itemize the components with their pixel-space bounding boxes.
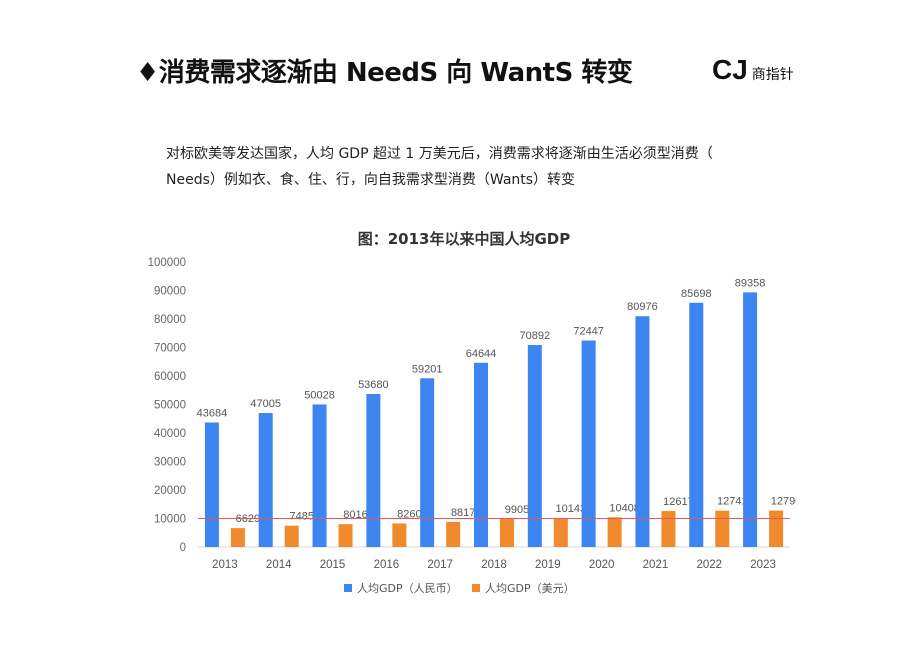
data-label-usd: 10143	[556, 503, 587, 515]
bar-rmb	[689, 302, 704, 547]
chart-card: 图：2013年以来中国人均GDP 0 10000 20000 30000 40000 500…	[132, 222, 796, 607]
bar-usd	[392, 523, 407, 547]
data-label-usd: 8260	[397, 508, 421, 520]
data-label-rmb: 64644	[466, 348, 497, 360]
bar-rmb	[366, 394, 381, 547]
x-tick-label: 2013	[212, 559, 238, 571]
data-label-rmb: 89358	[735, 277, 766, 289]
data-label-rmb: 80976	[627, 301, 658, 313]
bar-rmb	[312, 404, 327, 547]
legend-label: 人均GDP（美元）	[485, 582, 575, 595]
data-label-usd: 6629	[236, 513, 260, 525]
bar-rmb	[527, 344, 542, 547]
bar-rmb	[420, 378, 435, 547]
page-headline: ♦消费需求逐渐由 NeedS 向 WantS 转变	[136, 52, 633, 92]
x-tick-label: 2016	[374, 559, 400, 571]
bar-rmb	[474, 362, 488, 547]
bar-usd	[769, 510, 784, 547]
x-tick-label: 2017	[427, 559, 453, 571]
x-tick-label: 2020	[589, 559, 615, 571]
data-label-rmb: 59201	[412, 363, 443, 375]
bar-usd	[607, 517, 622, 547]
y-tick-label: 100000	[148, 257, 186, 269]
bar-usd	[446, 521, 461, 547]
data-label-usd: 12617	[663, 496, 694, 508]
brand-main: CJ	[712, 54, 748, 85]
data-label-rmb: 70892	[520, 330, 551, 342]
bar-rmb	[743, 292, 758, 547]
x-tick-label: 2023	[750, 559, 776, 571]
data-label-usd: 12741	[717, 496, 748, 508]
bar-usd	[338, 524, 353, 547]
data-label-usd: 9905	[505, 504, 529, 516]
data-label-usd: 8817	[451, 507, 475, 519]
bar-rmb	[204, 422, 219, 547]
y-tick-label: 50000	[154, 400, 186, 412]
data-label-usd: 8016	[343, 509, 367, 521]
data-label-rmb: 43684	[197, 408, 228, 420]
y-tick-label: 60000	[154, 371, 186, 383]
data-label-rmb: 53680	[358, 379, 389, 391]
headline-text: 消费需求逐渐由 NeedS 向 WantS 转变	[158, 58, 633, 88]
y-tick-label: 70000	[154, 343, 186, 355]
intro-line-1: 对标欧美等发达国家，人均 GDP 超过 1 万美元后，消费需求将逐渐由生活必须型…	[166, 146, 713, 162]
intro-paragraph: 对标欧美等发达国家，人均 GDP 超过 1 万美元后，消费需求将逐渐由生活必须型…	[166, 141, 816, 193]
y-tick-label: 40000	[154, 428, 186, 440]
y-tick-label: 80000	[154, 314, 186, 326]
x-tick-label: 2018	[481, 559, 507, 571]
intro-line-2: Needs）例如衣、食、住、行，向自我需求型消费（Wants）转变	[166, 172, 576, 188]
y-tick-label: 20000	[154, 485, 186, 497]
data-label-rmb: 72447	[573, 326, 604, 338]
bar-usd	[230, 528, 245, 547]
bar-rmb	[635, 316, 650, 547]
diamond-bullet-icon: ♦	[136, 58, 159, 88]
data-label-usd: 7485	[289, 511, 313, 523]
data-label-rmb: 50028	[304, 389, 335, 401]
brand-logo: CJ 商指针	[712, 54, 794, 86]
chart-title: 图：2013年以来中国人均GDP	[358, 230, 571, 248]
bar-rmb	[258, 413, 273, 547]
gdp-bar-chart: 图：2013年以来中国人均GDP 0 10000 20000 30000 40000 500…	[148, 230, 796, 595]
bar-usd	[661, 511, 676, 547]
x-tick-label: 2021	[643, 559, 669, 571]
bar-usd	[553, 518, 568, 547]
bar-usd	[500, 518, 514, 547]
bar-usd	[715, 510, 730, 547]
x-tick-label: 2014	[266, 559, 292, 571]
y-tick-label: 30000	[154, 457, 186, 469]
x-tick-label: 2019	[535, 559, 561, 571]
legend-swatch	[472, 584, 480, 592]
data-label-usd: 12790	[771, 496, 796, 508]
legend-label: 人均GDP（人民币）	[357, 582, 458, 595]
bar-rmb	[581, 340, 596, 547]
y-tick-label: 10000	[154, 514, 186, 526]
bar-usd	[284, 525, 299, 547]
x-tick-label: 2022	[696, 559, 722, 571]
data-label-rmb: 85698	[681, 288, 712, 300]
legend-swatch	[344, 584, 352, 592]
brand-sub: 商指针	[751, 67, 794, 83]
data-label-usd: 10408	[609, 502, 640, 514]
data-label-rmb: 47005	[250, 398, 281, 410]
y-tick-label: 90000	[154, 286, 186, 298]
y-tick-label: 0	[180, 542, 186, 554]
x-tick-label: 2015	[320, 559, 346, 571]
